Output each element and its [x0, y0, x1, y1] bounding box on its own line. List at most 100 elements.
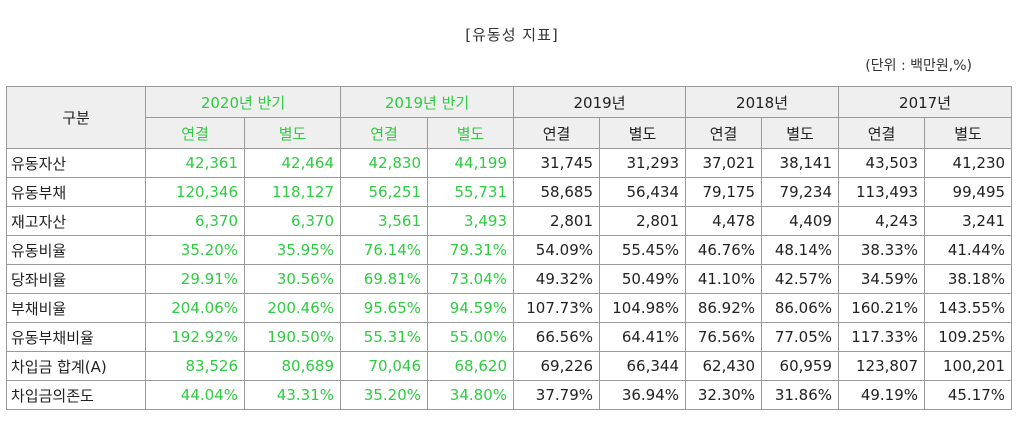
table-cell: 4,243	[838, 206, 926, 236]
table-cell: 113,493	[838, 177, 926, 207]
table-cell: 35.20%	[145, 235, 245, 265]
table-cell: 66,344	[598, 351, 687, 381]
table-cell: 143.55%	[924, 293, 1013, 323]
table-cell: 38.18%	[924, 264, 1013, 294]
table-cell: 45.17%	[924, 380, 1013, 410]
table-cell: 42,830	[340, 148, 428, 178]
header-period: 2017년	[838, 86, 1013, 118]
header-sub: 연결	[340, 117, 428, 149]
table-cell: 31,293	[598, 148, 687, 178]
table-row: 유동부채비율 192.92% 190.50% 55.31% 55.00% 66.56% 64…	[6, 322, 1013, 352]
table-cell: 120,346	[145, 177, 245, 207]
table-cell: 95.65%	[340, 293, 428, 323]
table-cell: 55.45%	[598, 235, 687, 265]
header-sub: 별도	[924, 117, 1013, 149]
table-cell: 2,801	[513, 206, 600, 236]
table-cell: 6,370	[244, 206, 341, 236]
table-row: 당좌비율 29.91% 30.56% 69.81% 73.04% 49.32% 50.49%…	[6, 264, 1013, 294]
table-cell: 70,046	[340, 351, 428, 381]
table-cell: 123,807	[838, 351, 926, 381]
table-cell: 99,495	[924, 177, 1013, 207]
table-row: 차입금 합계(A) 83,526 80,689 70,046 68,620 69,226 6…	[6, 351, 1013, 381]
table-cell: 60,959	[761, 351, 840, 381]
table-cell: 43.31%	[244, 380, 341, 410]
table-cell: 55,731	[427, 177, 514, 207]
table-cell: 80,689	[244, 351, 341, 381]
table-cell: 43,503	[838, 148, 926, 178]
table-cell: 76.14%	[340, 235, 428, 265]
table-cell: 83,526	[145, 351, 245, 381]
table-cell: 32.30%	[685, 380, 763, 410]
table-cell: 41.10%	[685, 264, 763, 294]
table-cell: 41,230	[924, 148, 1013, 178]
row-label: 재고자산	[6, 206, 146, 236]
table-cell: 37,021	[685, 148, 763, 178]
header-sub: 별도	[598, 117, 687, 149]
table-cell: 56,434	[598, 177, 687, 207]
table-cell: 79,234	[761, 177, 840, 207]
table-cell: 35.20%	[340, 380, 428, 410]
liquidity-table: 구분 2020년 반기 2019년 반기 2019년 2018년 2017년 연…	[6, 86, 1013, 410]
table-cell: 44.04%	[145, 380, 245, 410]
row-label: 유동부채	[6, 177, 146, 207]
table-cell: 79.31%	[427, 235, 514, 265]
table-cell: 48.14%	[761, 235, 840, 265]
header-row-periods: 구분 2020년 반기 2019년 반기 2019년 2018년 2017년	[6, 86, 1013, 149]
table-cell: 35.95%	[244, 235, 341, 265]
table-row: 부채비율 204.06% 200.46% 95.65% 94.59% 107.73% 104…	[6, 293, 1013, 323]
table-cell: 73.04%	[427, 264, 514, 294]
table-cell: 204.06%	[145, 293, 245, 323]
table-row: 유동부채 120,346 118,127 56,251 55,731 58,685 56,4…	[6, 177, 1013, 207]
table-cell: 38.33%	[838, 235, 926, 265]
header-row-sub: 연결 별도 연결 별도 연결 별도 연결 별도 연결 별도	[7, 117, 1013, 149]
table-cell: 30.56%	[244, 264, 341, 294]
table-cell: 64.41%	[598, 322, 687, 352]
table-cell: 3,493	[427, 206, 514, 236]
table-cell: 200.46%	[244, 293, 341, 323]
header-sub: 연결	[685, 117, 763, 149]
table-cell: 42,361	[145, 148, 245, 178]
table-cell: 77.05%	[761, 322, 840, 352]
header-period: 2018년	[685, 86, 840, 118]
table-cell: 4,478	[685, 206, 763, 236]
row-label: 유동부채비율	[6, 322, 146, 352]
table-cell: 4,409	[761, 206, 840, 236]
row-label: 당좌비율	[6, 264, 146, 294]
header-sub: 별도	[761, 117, 840, 149]
table-cell: 86.92%	[685, 293, 763, 323]
table-cell: 6,370	[145, 206, 245, 236]
header-period: 2019년	[512, 86, 687, 118]
table-cell: 3,561	[340, 206, 428, 236]
row-label: 차입금 합계(A)	[6, 351, 146, 381]
table-cell: 46.76%	[685, 235, 763, 265]
table-row: 유동자산 42,361 42,464 42,830 44,199 31,745 31,293…	[6, 148, 1013, 178]
table-cell: 42.57%	[761, 264, 840, 294]
header-sub: 연결	[145, 117, 245, 149]
table-cell: 76.56%	[685, 322, 763, 352]
table-cell: 36.94%	[598, 380, 687, 410]
table-cell: 68,620	[427, 351, 514, 381]
table-cell: 66.56%	[513, 322, 600, 352]
table-cell: 50.49%	[598, 264, 687, 294]
table-cell: 69,226	[513, 351, 600, 381]
table-cell: 104.98%	[598, 293, 687, 323]
table-cell: 42,464	[244, 148, 341, 178]
table-cell: 29.91%	[145, 264, 245, 294]
table-cell: 56,251	[340, 177, 428, 207]
table-cell: 38,141	[761, 148, 840, 178]
header-corner: 구분	[6, 86, 146, 149]
table-cell: 54.09%	[513, 235, 600, 265]
table-cell: 190.50%	[244, 322, 341, 352]
table-cell: 109.25%	[924, 322, 1013, 352]
table-cell: 44,199	[427, 148, 514, 178]
header-sub: 별도	[427, 117, 514, 149]
table-row: 차입금의존도 44.04% 43.31% 35.20% 34.80% 37.79% 36.9…	[6, 380, 1013, 410]
table-cell: 2,801	[598, 206, 687, 236]
header-sub: 별도	[244, 117, 341, 149]
page-title: [유동성 지표]	[465, 26, 559, 44]
table-cell: 69.81%	[340, 264, 428, 294]
table-row: 유동비율 35.20% 35.95% 76.14% 79.31% 54.09% 55.45%…	[6, 235, 1013, 265]
table-cell: 160.21%	[838, 293, 926, 323]
table-cell: 58,685	[513, 177, 600, 207]
table-cell: 34.80%	[427, 380, 514, 410]
